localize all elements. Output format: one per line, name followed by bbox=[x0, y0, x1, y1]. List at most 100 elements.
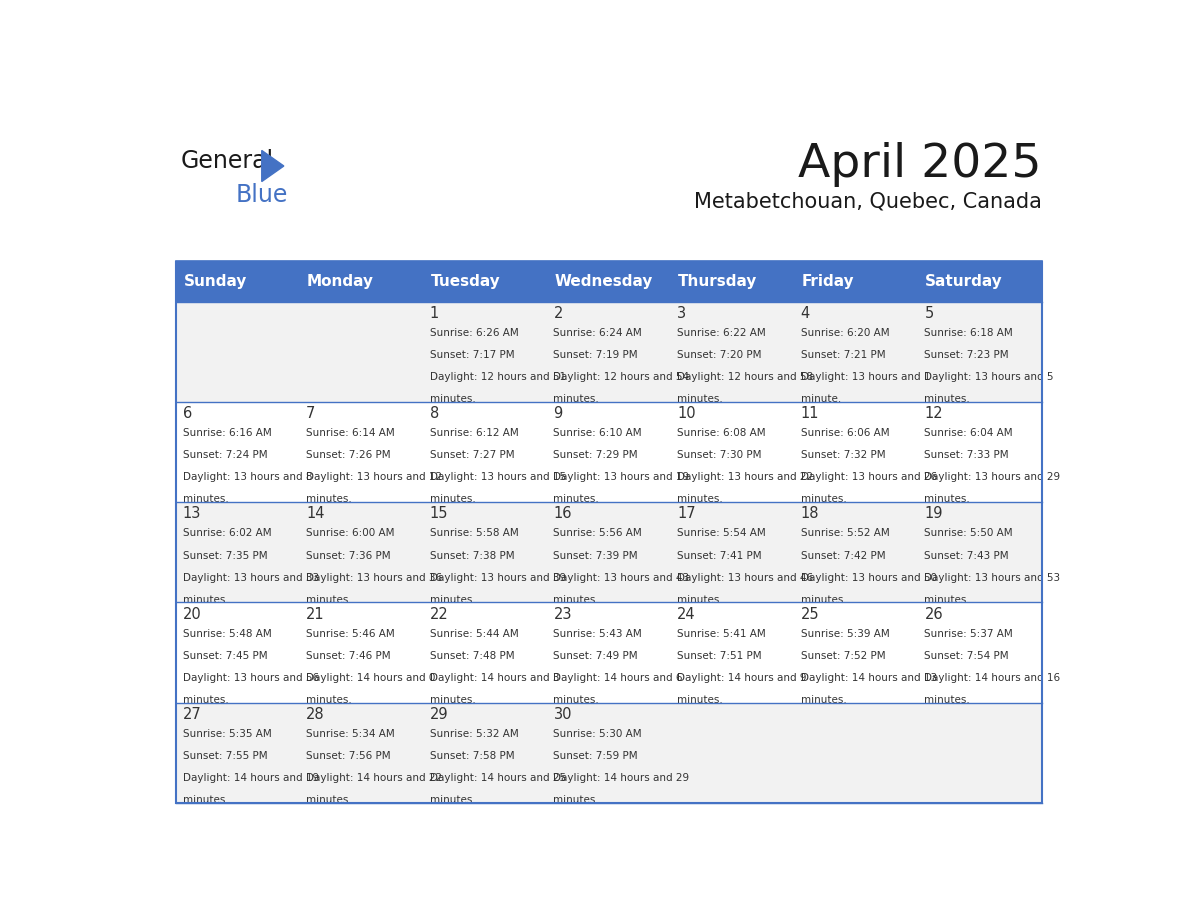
Bar bbox=[671, 502, 795, 602]
Text: minutes.: minutes. bbox=[677, 394, 722, 404]
Text: Sunset: 7:17 PM: Sunset: 7:17 PM bbox=[430, 350, 514, 360]
Text: 6: 6 bbox=[183, 406, 191, 421]
Bar bbox=[299, 302, 423, 402]
Text: 11: 11 bbox=[801, 406, 820, 421]
Bar bbox=[671, 263, 795, 302]
Bar bbox=[918, 302, 1042, 402]
Text: minutes.: minutes. bbox=[554, 695, 599, 705]
Text: minutes.: minutes. bbox=[430, 695, 475, 705]
Text: Sunrise: 6:08 AM: Sunrise: 6:08 AM bbox=[677, 428, 766, 438]
Text: Sunrise: 5:34 AM: Sunrise: 5:34 AM bbox=[307, 729, 394, 739]
Text: Sunrise: 6:00 AM: Sunrise: 6:00 AM bbox=[307, 529, 394, 539]
Text: Sunrise: 6:04 AM: Sunrise: 6:04 AM bbox=[924, 428, 1013, 438]
Text: Sunrise: 5:39 AM: Sunrise: 5:39 AM bbox=[801, 629, 890, 639]
Text: Sunrise: 5:44 AM: Sunrise: 5:44 AM bbox=[430, 629, 519, 639]
Text: Daylight: 12 hours and 51: Daylight: 12 hours and 51 bbox=[430, 372, 565, 382]
Text: Sunset: 7:46 PM: Sunset: 7:46 PM bbox=[307, 651, 391, 661]
Text: minutes.: minutes. bbox=[183, 595, 228, 605]
Bar bbox=[546, 402, 671, 502]
Bar bbox=[546, 602, 671, 702]
Text: Daylight: 13 hours and 26: Daylight: 13 hours and 26 bbox=[801, 473, 937, 482]
Text: Daylight: 14 hours and 0: Daylight: 14 hours and 0 bbox=[307, 673, 436, 683]
Text: Sunrise: 5:54 AM: Sunrise: 5:54 AM bbox=[677, 529, 766, 539]
Text: 7: 7 bbox=[307, 406, 316, 421]
Text: 4: 4 bbox=[801, 306, 810, 321]
Bar bbox=[671, 702, 795, 803]
Text: Tuesday: Tuesday bbox=[431, 274, 500, 289]
Text: 20: 20 bbox=[183, 607, 201, 621]
Text: Sunset: 7:27 PM: Sunset: 7:27 PM bbox=[430, 451, 514, 460]
Bar bbox=[299, 402, 423, 502]
Text: 3: 3 bbox=[677, 306, 687, 321]
Text: 16: 16 bbox=[554, 507, 571, 521]
Text: minutes.: minutes. bbox=[307, 495, 352, 504]
Text: Sunset: 7:38 PM: Sunset: 7:38 PM bbox=[430, 551, 514, 561]
Text: Sunset: 7:51 PM: Sunset: 7:51 PM bbox=[677, 651, 762, 661]
Text: Sunset: 7:33 PM: Sunset: 7:33 PM bbox=[924, 451, 1009, 460]
Bar bbox=[176, 302, 299, 402]
Text: Sunset: 7:56 PM: Sunset: 7:56 PM bbox=[307, 751, 391, 761]
Bar bbox=[918, 602, 1042, 702]
Text: Sunrise: 6:24 AM: Sunrise: 6:24 AM bbox=[554, 328, 643, 338]
Text: minutes.: minutes. bbox=[307, 695, 352, 705]
Text: Sunset: 7:35 PM: Sunset: 7:35 PM bbox=[183, 551, 267, 561]
Bar bbox=[176, 263, 299, 302]
Bar bbox=[918, 402, 1042, 502]
Text: minutes.: minutes. bbox=[430, 394, 475, 404]
Bar bbox=[546, 302, 671, 402]
Text: Metabetchouan, Quebec, Canada: Metabetchouan, Quebec, Canada bbox=[694, 192, 1042, 211]
Text: Sunrise: 5:50 AM: Sunrise: 5:50 AM bbox=[924, 529, 1013, 539]
Text: Daylight: 13 hours and 19: Daylight: 13 hours and 19 bbox=[554, 473, 689, 482]
Bar bbox=[423, 502, 546, 602]
Bar bbox=[176, 263, 1042, 803]
Text: minute.: minute. bbox=[801, 394, 841, 404]
Text: 29: 29 bbox=[430, 707, 448, 722]
Text: 22: 22 bbox=[430, 607, 449, 621]
Text: minutes.: minutes. bbox=[801, 595, 847, 605]
Text: Daylight: 14 hours and 22: Daylight: 14 hours and 22 bbox=[307, 773, 442, 783]
Text: Sunset: 7:23 PM: Sunset: 7:23 PM bbox=[924, 350, 1009, 360]
Bar bbox=[795, 302, 918, 402]
Text: minutes.: minutes. bbox=[554, 394, 599, 404]
Text: minutes.: minutes. bbox=[677, 695, 722, 705]
Text: 8: 8 bbox=[430, 406, 440, 421]
Text: minutes.: minutes. bbox=[924, 695, 971, 705]
Text: Daylight: 14 hours and 3: Daylight: 14 hours and 3 bbox=[430, 673, 560, 683]
Text: Sunrise: 6:22 AM: Sunrise: 6:22 AM bbox=[677, 328, 766, 338]
Text: Sunset: 7:52 PM: Sunset: 7:52 PM bbox=[801, 651, 885, 661]
Text: minutes.: minutes. bbox=[554, 495, 599, 504]
Bar bbox=[671, 402, 795, 502]
Text: Sunset: 7:41 PM: Sunset: 7:41 PM bbox=[677, 551, 762, 561]
Text: Daylight: 12 hours and 58: Daylight: 12 hours and 58 bbox=[677, 372, 814, 382]
Text: Daylight: 14 hours and 29: Daylight: 14 hours and 29 bbox=[554, 773, 689, 783]
Text: 23: 23 bbox=[554, 607, 571, 621]
Bar bbox=[423, 702, 546, 803]
Text: Daylight: 13 hours and 36: Daylight: 13 hours and 36 bbox=[307, 573, 442, 583]
Text: Sunset: 7:59 PM: Sunset: 7:59 PM bbox=[554, 751, 638, 761]
Bar bbox=[918, 502, 1042, 602]
Text: Daylight: 13 hours and 8: Daylight: 13 hours and 8 bbox=[183, 473, 312, 482]
Text: Thursday: Thursday bbox=[678, 274, 758, 289]
Bar bbox=[795, 502, 918, 602]
Text: Sunrise: 5:35 AM: Sunrise: 5:35 AM bbox=[183, 729, 271, 739]
Text: Daylight: 13 hours and 43: Daylight: 13 hours and 43 bbox=[554, 573, 689, 583]
Text: Sunset: 7:49 PM: Sunset: 7:49 PM bbox=[554, 651, 638, 661]
Text: Monday: Monday bbox=[308, 274, 374, 289]
Bar bbox=[795, 263, 918, 302]
Text: Sunset: 7:21 PM: Sunset: 7:21 PM bbox=[801, 350, 885, 360]
Text: 1: 1 bbox=[430, 306, 440, 321]
Bar bbox=[176, 602, 299, 702]
Text: 24: 24 bbox=[677, 607, 696, 621]
Text: Sunset: 7:43 PM: Sunset: 7:43 PM bbox=[924, 551, 1009, 561]
Bar bbox=[671, 602, 795, 702]
Text: minutes.: minutes. bbox=[677, 595, 722, 605]
Text: minutes.: minutes. bbox=[430, 595, 475, 605]
Text: Sunrise: 6:12 AM: Sunrise: 6:12 AM bbox=[430, 428, 519, 438]
Text: Sunrise: 5:32 AM: Sunrise: 5:32 AM bbox=[430, 729, 519, 739]
Text: Sunrise: 5:41 AM: Sunrise: 5:41 AM bbox=[677, 629, 766, 639]
Bar bbox=[546, 263, 671, 302]
Text: minutes.: minutes. bbox=[801, 695, 847, 705]
Text: Daylight: 13 hours and 46: Daylight: 13 hours and 46 bbox=[677, 573, 814, 583]
Text: minutes.: minutes. bbox=[677, 495, 722, 504]
Bar bbox=[546, 702, 671, 803]
